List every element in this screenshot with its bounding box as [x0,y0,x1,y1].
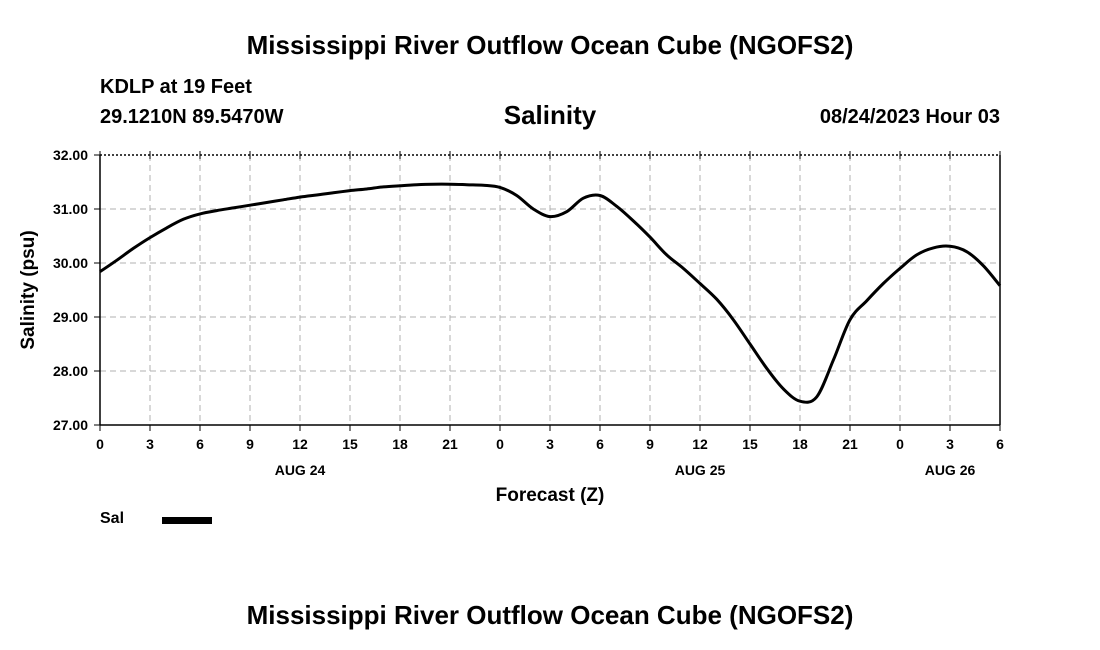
x-tick-label: 15 [742,436,758,452]
chart-main-title: Mississippi River Outflow Ocean Cube (NG… [246,30,854,60]
x-tick-label: 3 [546,436,554,452]
x-date-label: AUG 25 [675,462,726,478]
legend-line-swatch [162,517,212,524]
x-tick-label: 15 [342,436,358,452]
x-axis-title: Forecast (Z) [496,485,605,506]
x-tick-label: 21 [442,436,458,452]
x-tick-label: 18 [792,436,808,452]
grid-layer [100,155,1000,425]
coordinates-label: 29.1210N 89.5470W [100,106,284,128]
series-layer [99,182,1002,404]
x-tick-label: 6 [596,436,604,452]
axes-layer [94,151,1001,431]
labels-layer: 0 3 6 9 12 15 18 21 0 3 6 9 12 15 18 21 0 3 6 27.00 28.00 29.… [18,147,1004,506]
x-tick-label: 3 [946,436,954,452]
y-tick-label: 30.00 [53,255,88,271]
x-date-label: AUG 26 [925,462,976,478]
x-tick-label: 0 [496,436,504,452]
chart-subtitle: Salinity [503,100,597,130]
x-tick-label: 0 [896,436,904,452]
x-tick-label: 12 [692,436,708,452]
x-tick-label: 12 [292,436,308,452]
station-label: KDLP at 19 Feet [100,76,252,98]
y-tick-label: 31.00 [53,201,88,217]
y-tick-label: 29.00 [53,309,88,325]
x-tick-label: 21 [842,436,858,452]
x-tick-label: 0 [96,436,104,452]
x-tick-label: 18 [392,436,408,452]
y-axis-title: Salinity (psu) [18,230,39,349]
x-date-label: AUG 24 [275,462,326,478]
x-tick-label: 3 [146,436,154,452]
y-tick-label: 27.00 [53,417,88,433]
footer-title: Mississippi River Outflow Ocean Cube (NG… [246,600,854,630]
series-line-sal [99,182,1002,404]
x-tick-label: 6 [996,436,1004,452]
y-tick-label: 28.00 [53,363,88,379]
x-tick-label: 9 [646,436,654,452]
datetime-label: 08/24/2023 Hour 03 [819,106,1000,128]
y-tick-label: 32.00 [53,147,88,163]
legend-label: Sal [100,510,125,527]
x-tick-label: 6 [196,436,204,452]
x-tick-label: 9 [246,436,254,452]
